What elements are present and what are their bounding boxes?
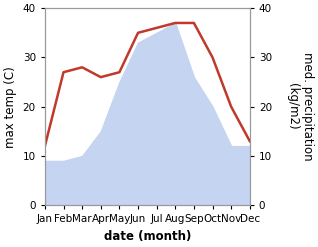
- X-axis label: date (month): date (month): [104, 230, 191, 243]
- Y-axis label: max temp (C): max temp (C): [4, 66, 17, 148]
- Y-axis label: med. precipitation
(kg/m2): med. precipitation (kg/m2): [286, 52, 314, 161]
